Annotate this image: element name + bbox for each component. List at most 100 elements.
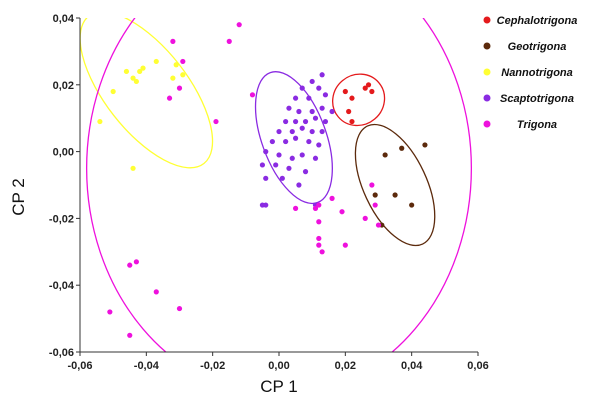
point-trigona bbox=[319, 249, 325, 255]
point-scaptotrigona bbox=[312, 155, 319, 161]
x-axis-title: CP 1 bbox=[260, 377, 298, 396]
point-trigona bbox=[170, 38, 176, 44]
point-trigona bbox=[236, 22, 242, 28]
data-points bbox=[97, 22, 428, 338]
point-scaptotrigona bbox=[302, 118, 309, 125]
point-cephalotrigona bbox=[346, 108, 352, 115]
point-scaptotrigona bbox=[276, 128, 282, 135]
point-scaptotrigona bbox=[306, 138, 312, 145]
x-tick-label: -0,04 bbox=[134, 360, 160, 372]
ellipse-scaptotrigona bbox=[254, 71, 333, 205]
point-scaptotrigona bbox=[296, 108, 302, 115]
point-scaptotrigona bbox=[292, 118, 299, 125]
point-nannotrigona bbox=[97, 118, 103, 125]
point-scaptotrigona bbox=[263, 149, 269, 155]
point-trigona bbox=[342, 242, 348, 248]
point-trigona bbox=[292, 205, 299, 211]
point-trigona bbox=[316, 242, 322, 248]
point-trigona bbox=[316, 235, 322, 242]
y-tick-label: -0,04 bbox=[49, 280, 75, 292]
point-trigona bbox=[375, 222, 382, 228]
point-scaptotrigona bbox=[316, 142, 322, 148]
point-scaptotrigona bbox=[299, 125, 305, 131]
point-scaptotrigona bbox=[263, 175, 269, 181]
point-scaptotrigona bbox=[269, 138, 275, 145]
legend-marker bbox=[483, 94, 491, 102]
legend-label: Trigona bbox=[517, 119, 557, 131]
point-nannotrigona bbox=[130, 75, 136, 81]
point-scaptotrigona bbox=[309, 78, 315, 85]
point-trigona bbox=[329, 195, 335, 201]
point-scaptotrigona bbox=[322, 92, 329, 98]
legend-label: Cephalotrigona bbox=[497, 15, 578, 27]
point-nannotrigona bbox=[173, 62, 179, 68]
legend-label: Geotrigona bbox=[508, 41, 567, 53]
point-scaptotrigona bbox=[289, 128, 295, 135]
point-trigona bbox=[180, 58, 186, 65]
point-geotrigona bbox=[382, 152, 388, 158]
point-nannotrigona bbox=[130, 165, 136, 171]
point-trigona bbox=[372, 202, 378, 208]
point-scaptotrigona bbox=[319, 128, 325, 135]
point-geotrigona bbox=[372, 192, 378, 198]
y-tick-label: -0,06 bbox=[49, 347, 74, 359]
legend-label: Nannotrigona bbox=[501, 67, 573, 79]
point-trigona bbox=[362, 215, 368, 221]
x-tick-label: -0,02 bbox=[200, 360, 225, 372]
point-scaptotrigona bbox=[292, 95, 299, 101]
ellipse-trigona bbox=[86, 18, 472, 352]
point-scaptotrigona bbox=[279, 175, 285, 181]
confidence-ellipses bbox=[80, 18, 472, 352]
point-nannotrigona bbox=[170, 75, 176, 81]
point-trigona bbox=[127, 262, 133, 268]
point-trigona bbox=[339, 209, 345, 215]
point-geotrigona bbox=[409, 202, 415, 208]
point-scaptotrigona bbox=[302, 169, 309, 175]
point-cephalotrigona bbox=[349, 95, 355, 101]
point-scaptotrigona bbox=[329, 108, 335, 115]
point-scaptotrigona bbox=[319, 72, 325, 78]
point-scaptotrigona bbox=[273, 162, 279, 168]
point-scaptotrigona bbox=[286, 105, 292, 111]
point-trigona bbox=[107, 309, 113, 315]
point-scaptotrigona bbox=[319, 105, 325, 111]
x-tick-label: 0,06 bbox=[467, 360, 488, 372]
point-nannotrigona bbox=[137, 68, 143, 75]
point-cephalotrigona bbox=[349, 118, 355, 125]
legend-label: Scaptotrigona bbox=[500, 93, 574, 105]
legend: Cephalotrigona Geotrigona Nannotrigona Scap… bbox=[483, 15, 578, 131]
point-nannotrigona bbox=[153, 58, 159, 65]
point-trigona bbox=[176, 305, 183, 312]
point-trigona bbox=[153, 289, 159, 295]
point-scaptotrigona bbox=[296, 182, 302, 188]
point-nannotrigona bbox=[140, 65, 146, 71]
x-tick-label: -0,06 bbox=[67, 360, 92, 372]
x-tick-label: 0,02 bbox=[335, 360, 356, 372]
point-trigona bbox=[213, 118, 219, 125]
point-cephalotrigona bbox=[342, 88, 348, 95]
point-geotrigona bbox=[392, 192, 398, 198]
point-trigona bbox=[176, 85, 183, 91]
axes bbox=[79, 18, 478, 353]
legend-marker bbox=[483, 16, 491, 24]
point-scaptotrigona bbox=[259, 162, 266, 168]
point-scaptotrigona bbox=[312, 115, 319, 121]
point-geotrigona bbox=[399, 145, 405, 151]
ellipse-cephalotrigona bbox=[332, 73, 386, 127]
point-nannotrigona bbox=[180, 72, 186, 78]
point-scaptotrigona bbox=[299, 85, 305, 91]
point-trigona bbox=[127, 332, 133, 338]
legend-marker bbox=[483, 120, 491, 128]
point-trigona bbox=[316, 219, 322, 225]
point-nannotrigona bbox=[133, 78, 139, 85]
legend-marker bbox=[483, 68, 491, 76]
point-scaptotrigona bbox=[299, 152, 305, 158]
point-cephalotrigona bbox=[365, 82, 372, 88]
point-scaptotrigona bbox=[283, 118, 289, 125]
point-trigona bbox=[226, 38, 232, 44]
y-axis-title: CP 2 bbox=[9, 178, 28, 216]
x-axis-ticks: -0,06 -0,04 -0,02 0,00 0,02 0,04 0,06 bbox=[67, 352, 489, 372]
y-tick-label: 0,00 bbox=[53, 147, 74, 159]
legend-marker bbox=[483, 42, 491, 50]
x-tick-label: 0,04 bbox=[401, 360, 423, 372]
